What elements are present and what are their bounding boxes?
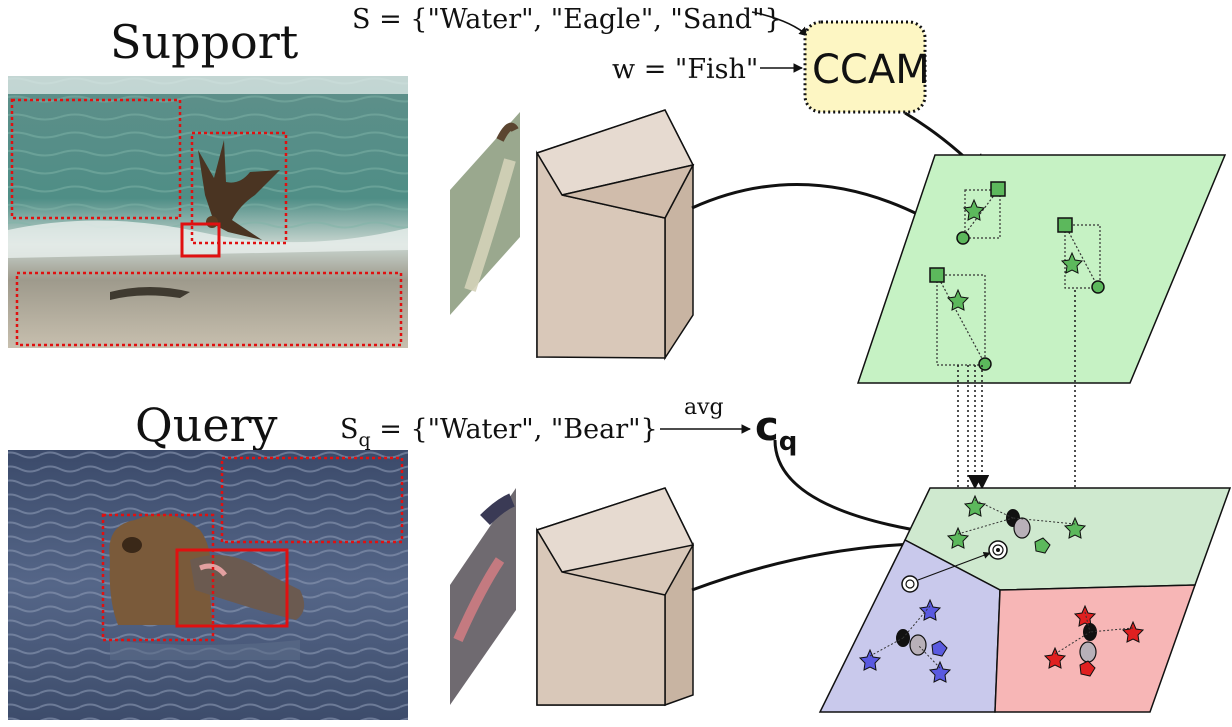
water-box xyxy=(10,98,182,220)
support-photo xyxy=(8,76,408,348)
query-set-equation: Sq = {"Water", "Bear"} xyxy=(340,414,658,451)
centroid-sub: q xyxy=(779,427,798,457)
query-set-sub: q xyxy=(359,429,371,451)
centroid-letter: c xyxy=(755,404,779,450)
query-set-rest: = {"Water", "Bear"} xyxy=(371,414,658,445)
sand-box xyxy=(15,271,403,347)
query-prototypes xyxy=(858,494,1145,683)
avg-label: avg xyxy=(684,395,724,420)
support-embedding-plane xyxy=(856,154,1227,384)
support-crop xyxy=(450,112,520,315)
ccam-label: CCAM xyxy=(812,47,930,93)
query-title: Query xyxy=(135,398,278,452)
support-set-equation: S = {"Water", "Eagle", "Sand"} xyxy=(352,4,782,35)
support-title: Support xyxy=(110,15,299,69)
bear-box xyxy=(101,513,215,642)
query-water-box xyxy=(220,456,404,544)
fish-box xyxy=(180,222,221,258)
query-fish-box xyxy=(175,548,289,628)
query-encoder xyxy=(535,487,695,707)
query-crop xyxy=(450,488,516,705)
query-centroid-label: cq xyxy=(755,404,797,457)
support-word-equation: w = "Fish" xyxy=(612,54,758,85)
support-encoder xyxy=(535,109,695,361)
query-photo xyxy=(8,450,408,720)
support-prototypes xyxy=(929,181,1105,371)
query-set-prefix: S xyxy=(340,414,359,445)
ccam-box xyxy=(803,20,927,114)
